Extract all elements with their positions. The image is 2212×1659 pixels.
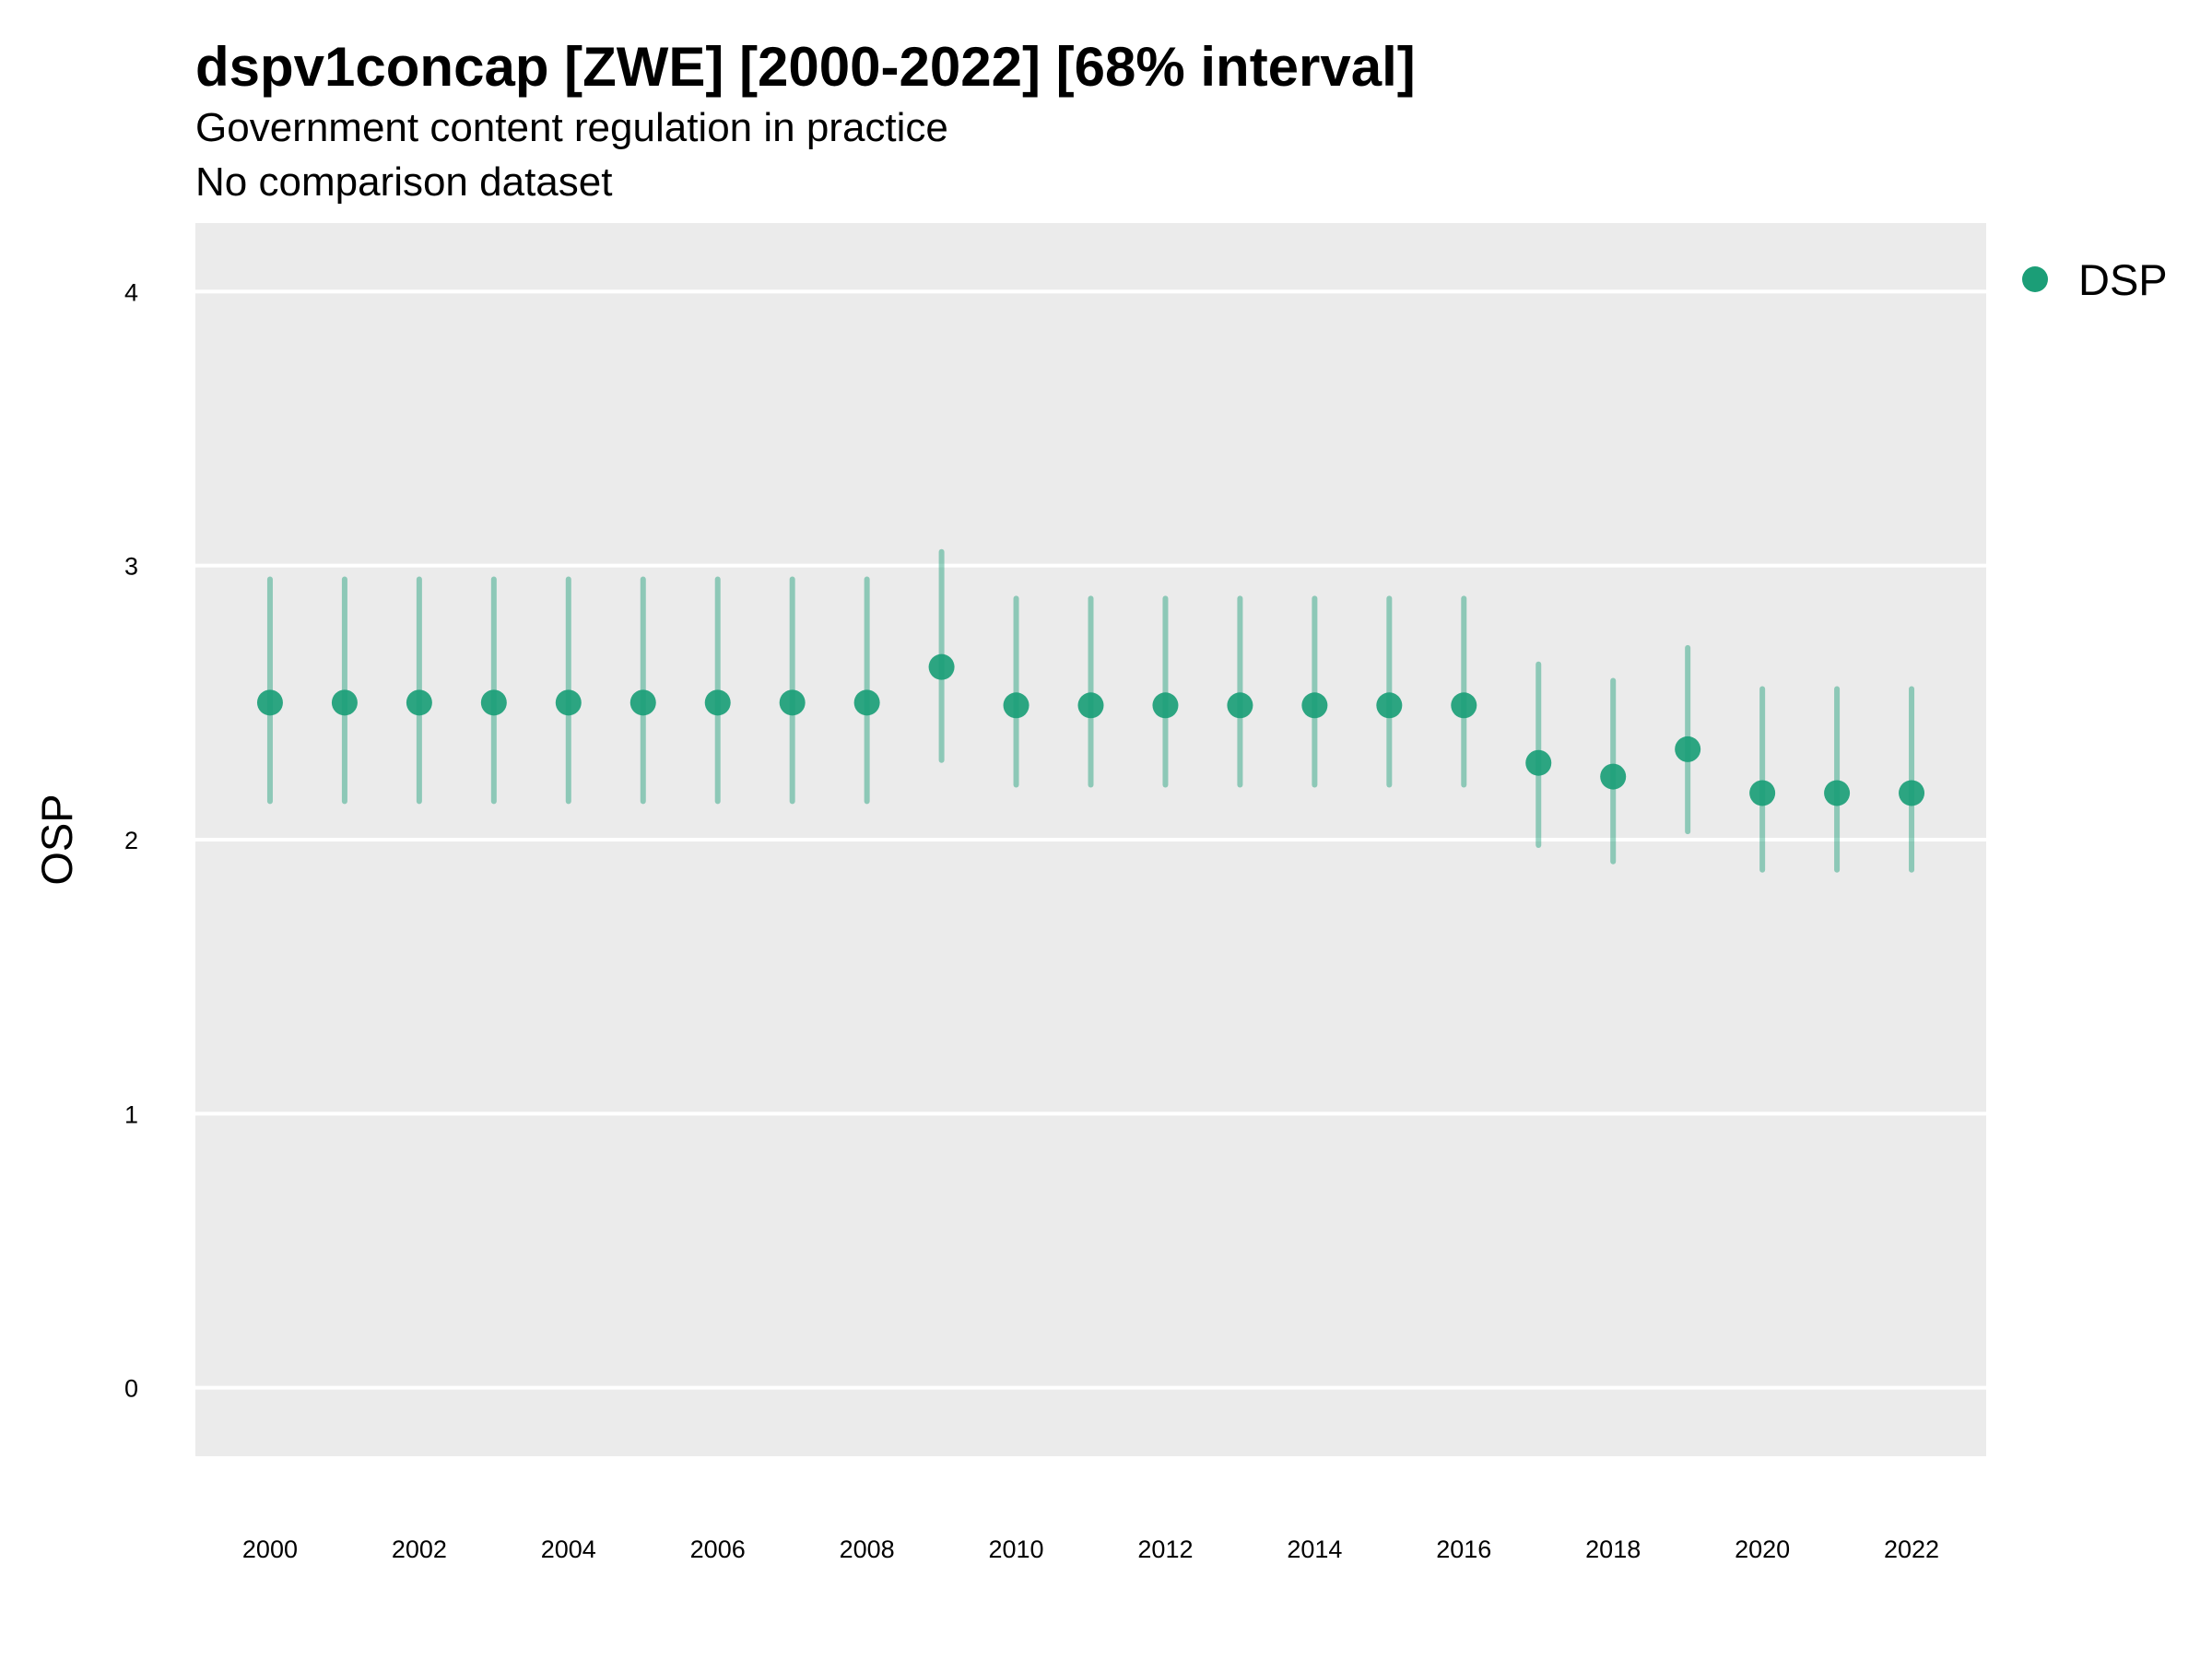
point-2020	[1749, 780, 1776, 806]
x-tick-label-2010: 2010	[989, 1535, 1044, 1563]
x-tick-label-2014: 2014	[1287, 1535, 1342, 1563]
x-tick-label-2000: 2000	[242, 1535, 298, 1563]
point-2011	[1077, 692, 1104, 719]
point-2007	[779, 689, 806, 716]
point-2013	[1227, 692, 1253, 719]
point-2005	[629, 689, 656, 716]
x-tick-label-2002: 2002	[392, 1535, 447, 1563]
point-2002	[406, 689, 432, 716]
y-tick-label-1: 1	[124, 1100, 138, 1128]
chart-subtitle: Government content regulation in practic…	[195, 105, 948, 150]
point-2018	[1600, 763, 1627, 790]
y-tick-label-0: 0	[124, 1375, 138, 1403]
x-tick-label-2004: 2004	[541, 1535, 596, 1563]
x-tick-label-2008: 2008	[840, 1535, 895, 1563]
x-tick-label-2022: 2022	[1884, 1535, 1939, 1563]
point-2004	[555, 689, 582, 716]
x-tick-label-2016: 2016	[1436, 1535, 1491, 1563]
point-2001	[331, 689, 358, 716]
point-2010	[1003, 692, 1030, 719]
y-tick-label-3: 3	[124, 553, 138, 581]
chart-caption: No comparison dataset	[195, 159, 613, 205]
y-tick-label-2: 2	[124, 827, 138, 854]
point-2022	[1899, 780, 1925, 806]
point-2012	[1152, 692, 1179, 719]
point-2000	[256, 689, 283, 716]
point-2014	[1301, 692, 1328, 719]
x-tick-label-2012: 2012	[1137, 1535, 1193, 1563]
y-tick-label-4: 4	[124, 278, 138, 306]
legend-dsp-marker	[2022, 266, 2048, 292]
point-2019	[1675, 735, 1701, 762]
point-2003	[480, 689, 507, 716]
point-2016	[1451, 692, 1477, 719]
y-axis-label: OSP	[32, 794, 81, 885]
point-2008	[853, 689, 880, 716]
x-axis-ticks: 2000 2002 2004 2006 2008 2010 2012 2014 2016 2018…	[242, 1535, 1939, 1563]
legend-dsp-label: DSP	[2078, 255, 2168, 304]
y-axis-ticks: 0 1 2 3 4	[124, 278, 138, 1402]
grid-lines	[195, 289, 1986, 1390]
point-2015	[1376, 692, 1403, 719]
data-points	[256, 653, 1925, 806]
legend: DSP	[2022, 255, 2168, 304]
point-2006	[704, 689, 731, 716]
x-tick-label-2018: 2018	[1585, 1535, 1641, 1563]
chart-title: dspv1concap [ZWE] [2000-2022] [68% inter…	[195, 36, 1416, 98]
point-2009	[928, 653, 955, 680]
point-2017	[1525, 749, 1552, 776]
x-tick-label-2020: 2020	[1735, 1535, 1790, 1563]
point-2021	[1824, 780, 1851, 806]
x-tick-label-2006: 2006	[690, 1535, 746, 1563]
